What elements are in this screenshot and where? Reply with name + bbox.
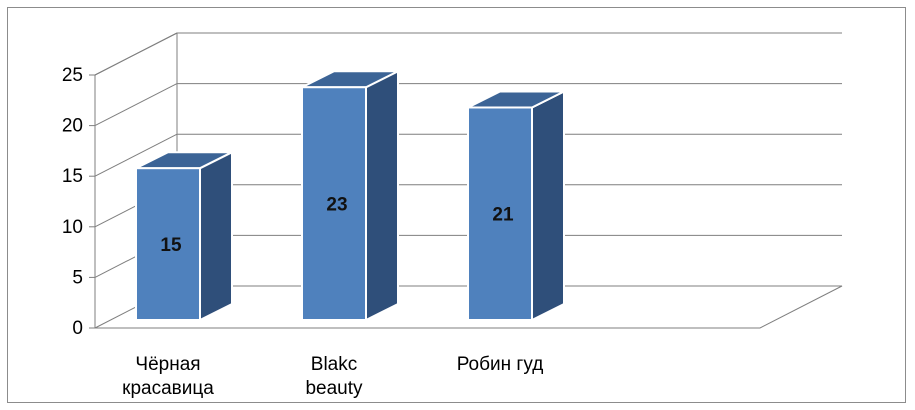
y-tick-label: 10 <box>62 217 83 238</box>
gridline-side <box>94 133 178 177</box>
gridline-side <box>94 32 178 76</box>
category-label-line: Робин гуд <box>457 354 544 375</box>
bar-front <box>301 86 367 321</box>
category-label-line: beauty <box>305 378 363 399</box>
category-label-line: Blakc <box>311 354 357 375</box>
bar <box>301 69 399 322</box>
category-label: Робин гуд <box>457 354 544 375</box>
category-label: Blakc beauty <box>305 354 363 399</box>
category-label-line: Чёрная <box>135 354 200 375</box>
labels: 15 Чёрная красавица 23 Blakc beauty 21 Робин гу… <box>122 195 543 399</box>
gridline-side <box>94 83 178 127</box>
data-label: 21 <box>492 205 514 226</box>
bar-side <box>531 89 565 322</box>
bars <box>135 69 565 322</box>
y-tick-label: 20 <box>62 116 83 137</box>
y-tick-label: 0 <box>72 318 83 339</box>
axes: 0 5 10 15 20 25 <box>62 33 760 339</box>
data-label: 15 <box>160 235 182 256</box>
bar-side <box>365 69 399 322</box>
y-tick-label: 5 <box>72 267 83 288</box>
data-label: 23 <box>326 195 347 216</box>
category-label-line: красавица <box>122 378 214 399</box>
bar <box>467 89 565 322</box>
y-tick-label: 15 <box>62 166 83 187</box>
bar-front <box>467 106 533 322</box>
y-tick-label: 25 <box>62 65 83 86</box>
bar-side <box>199 150 233 322</box>
category-label: Чёрная красавица <box>122 354 214 399</box>
bar-front <box>135 167 201 321</box>
bar <box>135 150 233 322</box>
